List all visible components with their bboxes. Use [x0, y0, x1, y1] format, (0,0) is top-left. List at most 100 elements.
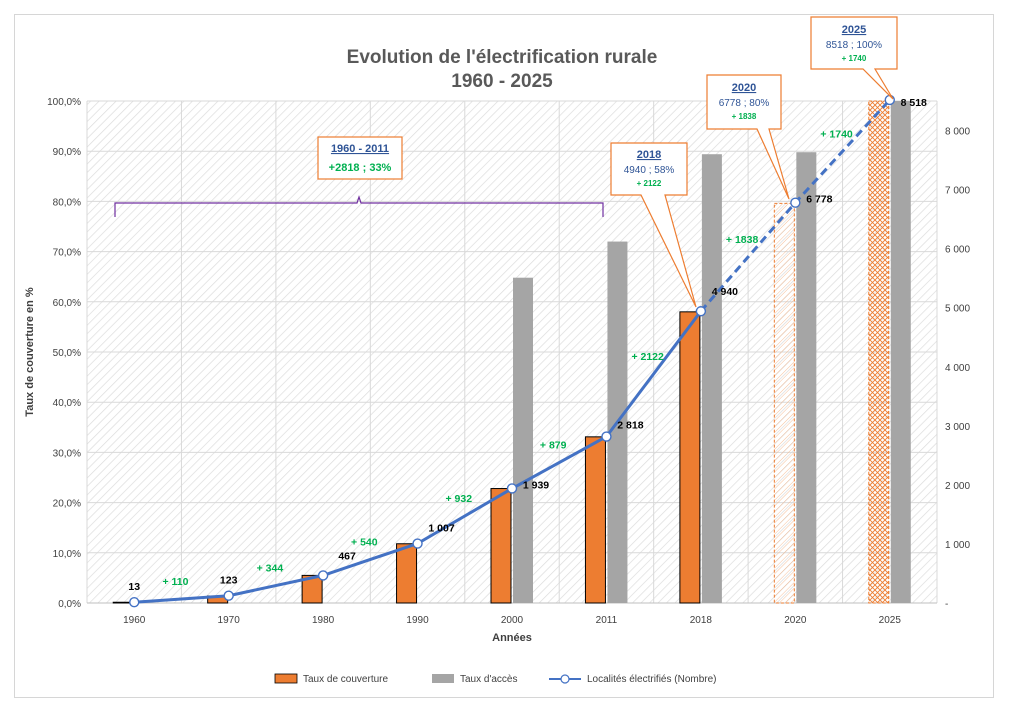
- y2-tick-label: 3 000: [945, 422, 970, 433]
- increment-label: + 540: [351, 536, 378, 548]
- increment-label: + 1838: [726, 234, 759, 246]
- y2-tick-label: 1 000: [945, 540, 970, 551]
- bar-taux-couverture: [301, 574, 323, 604]
- bracket-callout-detail: +2818 ; 33%: [329, 162, 392, 174]
- electrification-chart: Evolution de l'électrification rurale 19…: [24, 16, 970, 685]
- callout-2020-year: 2020: [732, 82, 756, 94]
- bar-taux-acces: [890, 101, 911, 603]
- increment-label: + 879: [540, 440, 567, 452]
- line-series: [129, 94, 895, 608]
- increment-label: + 932: [445, 493, 472, 505]
- line-point: [884, 94, 895, 106]
- y2-tick-label: 5 000: [945, 304, 970, 315]
- bracket-callout-title: 1960 - 2011: [331, 143, 389, 155]
- legend-label-localites: Localités électrifiés (Nombre): [587, 674, 717, 685]
- y-tick-label: 50,0%: [53, 348, 81, 359]
- callout-2025: 2025 8518 ; 100% + 1740: [810, 16, 898, 100]
- value-label-localites: 1 939: [523, 479, 549, 491]
- bracket-shape: [114, 195, 604, 217]
- x-tick-label: 2018: [690, 615, 713, 626]
- line-point: [695, 306, 707, 317]
- y-axis-ticks: 0,0% 10,0% 20,0% 30,0% 40,0% 50,0% 60,0% 70,0% 8…: [47, 97, 81, 610]
- line-point: [317, 570, 329, 581]
- y-tick-label: 0,0%: [58, 599, 81, 610]
- value-label-localites: 8 518: [901, 97, 927, 109]
- callout-2020-line2: + 1838: [732, 112, 757, 121]
- y-tick-label: 60,0%: [53, 298, 81, 309]
- line-point: [223, 590, 234, 601]
- legend-swatch-taux-couverture: [274, 673, 298, 684]
- callout-2018-line2: + 2122: [637, 179, 662, 188]
- callout-2025-year: 2025: [842, 24, 866, 36]
- y-tick-label: 30,0%: [53, 448, 81, 459]
- callout-2020-line1: 6778 ; 80%: [719, 98, 770, 109]
- callout-2018-shape: [610, 142, 697, 308]
- callout-2020-shape: [706, 74, 790, 200]
- bar-taux-acces: [796, 152, 817, 604]
- x-tick-label: 1970: [218, 615, 241, 626]
- bar-taux-couverture: [490, 488, 512, 604]
- bar-taux-acces: [701, 154, 722, 603]
- line-point: [129, 597, 140, 608]
- x-tick-label: 2000: [501, 615, 524, 626]
- callout-2018-year: 2018: [637, 149, 661, 161]
- line-point: [790, 197, 801, 208]
- bars: [112, 100, 911, 604]
- grid-lines: [86, 100, 938, 604]
- y2-tick-label: 2 000: [945, 481, 970, 492]
- bar-taux-acces: [513, 277, 533, 603]
- increment-label: + 344: [257, 563, 284, 575]
- x-tick-label: 2020: [784, 615, 807, 626]
- x-axis-ticks: 1960 1970 1980 1990 2000 2011 2018 2020 2025: [123, 615, 901, 626]
- legend-swatch-localites-marker: [560, 674, 570, 684]
- x-tick-label: 2025: [879, 615, 902, 626]
- chart-title: Evolution de l'électrification rurale: [347, 47, 658, 68]
- x-tick-label: 1960: [123, 615, 146, 626]
- callout-2018-line1: 4940 ; 58%: [624, 165, 675, 176]
- line-point: [601, 431, 612, 442]
- value-label-localites: 6 778: [806, 194, 832, 206]
- y2-tick-label: 6 000: [945, 245, 970, 256]
- bar-taux-couverture: [868, 100, 890, 604]
- period-bracket: 1960 - 2011 +2818 ; 33%: [114, 136, 604, 217]
- chart-frame: Evolution de l'électrification rurale 19…: [14, 14, 994, 698]
- y-axis-label: Taux de couverture en %: [24, 287, 36, 417]
- x-tick-label: 2011: [596, 615, 618, 626]
- value-label-localites: 467: [338, 550, 356, 562]
- y2-tick-label: 4 000: [945, 363, 970, 374]
- y-tick-label: 100,0%: [47, 97, 81, 108]
- y2-tick-label: 7 000: [945, 186, 970, 197]
- increment-label: + 1740: [820, 128, 853, 140]
- bar-taux-couverture: [396, 543, 418, 604]
- line-point: [412, 538, 423, 549]
- legend-label-taux-couverture: Taux de couverture: [303, 674, 388, 685]
- callout-2020: 2020 6778 ; 80% + 1838: [706, 74, 790, 200]
- y-tick-label: 70,0%: [53, 248, 81, 259]
- y-tick-label: 40,0%: [53, 398, 81, 409]
- y2-axis-ticks: - 1 000 2 000 3 000 4 000 5 000 6 000 7 000 8 00…: [945, 127, 970, 610]
- value-label-localites: 2 818: [617, 420, 643, 432]
- bar-taux-couverture: [584, 436, 606, 604]
- x-axis-label: Années: [492, 632, 532, 644]
- bar-taux-couverture: [773, 202, 795, 604]
- legend: Taux de couverture Taux d'accès Localité…: [274, 673, 717, 685]
- callout-2025-line1: 8518 ; 100%: [826, 40, 882, 51]
- chart-subtitle: 1960 - 2025: [451, 71, 553, 92]
- data-labels: 13 123 467 1 007 1 939 2 818 4 940 6 778 8 518 + …: [128, 97, 927, 593]
- line-point: [506, 483, 518, 494]
- y2-tick-label: -: [945, 599, 948, 610]
- x-tick-label: 1990: [406, 615, 429, 626]
- bracket-callout-box: [317, 136, 403, 180]
- y-tick-label: 20,0%: [53, 499, 81, 510]
- y2-tick-label: 8 000: [945, 127, 970, 138]
- value-label-localites: 123: [220, 575, 238, 587]
- increment-label: + 110: [162, 576, 188, 588]
- callouts: 2018 4940 ; 58% + 2122 2020 6778 ; 80% +…: [610, 16, 898, 308]
- bar-taux-couverture: [679, 311, 701, 604]
- y-tick-label: 10,0%: [53, 549, 81, 560]
- value-label-localites: 1 007: [428, 523, 454, 535]
- y-tick-label: 90,0%: [53, 147, 81, 158]
- x-tick-label: 1980: [312, 615, 335, 626]
- y-tick-label: 80,0%: [53, 197, 81, 208]
- callout-2025-line2: + 1740: [842, 54, 867, 63]
